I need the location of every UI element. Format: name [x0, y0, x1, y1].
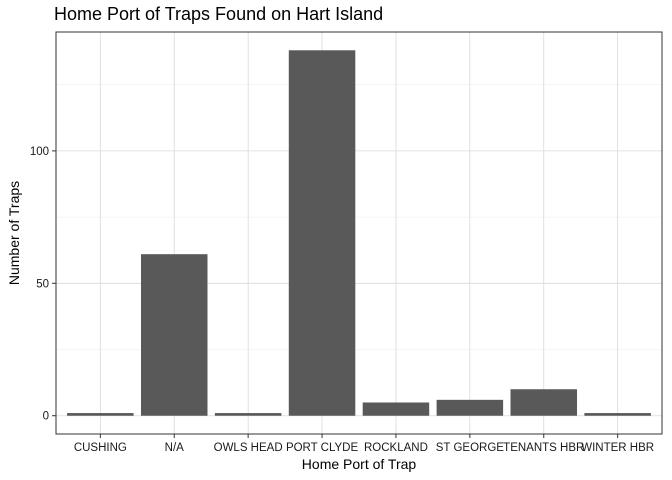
x-axis: CUSHING N/A OWLS HEAD PORT CLYDE ROCKLAND ST …	[74, 434, 654, 454]
x-tick-label: ROCKLAND	[364, 442, 428, 454]
bar-winter-hbr	[584, 413, 651, 416]
x-tick-label: PORT CLYDE	[286, 442, 359, 454]
x-tick-label: N/A	[165, 442, 185, 454]
bar-port-clyde	[288, 50, 356, 416]
chart-title: Home Port of Traps Found on Hart Island	[54, 4, 383, 24]
bar-cushing	[67, 413, 134, 416]
bar-st-george	[436, 399, 504, 416]
bar-owls-head	[214, 413, 282, 416]
x-axis-title: Home Port of Trap	[302, 456, 417, 472]
y-tick-label: 100	[30, 146, 49, 158]
bar-rockland	[362, 402, 430, 416]
x-tick-label: OWLS HEAD	[214, 442, 283, 454]
y-axis: 0 50 100	[30, 146, 56, 423]
y-tick-label: 0	[43, 411, 49, 423]
bar-n-a	[140, 254, 208, 416]
bars	[67, 50, 651, 416]
y-axis-title: Number of Traps	[6, 181, 22, 285]
x-tick-label: CUSHING	[74, 442, 127, 454]
y-tick-label: 50	[36, 278, 49, 290]
plot-panel	[55, 31, 663, 435]
x-tick-label: TENANTS HBR	[503, 442, 584, 454]
bar-tenants-hbr	[510, 389, 578, 416]
x-tick-label: ST GEORGE	[436, 442, 504, 454]
grid-lines	[56, 32, 662, 434]
x-tick-label: WINTER HBR	[581, 442, 654, 454]
